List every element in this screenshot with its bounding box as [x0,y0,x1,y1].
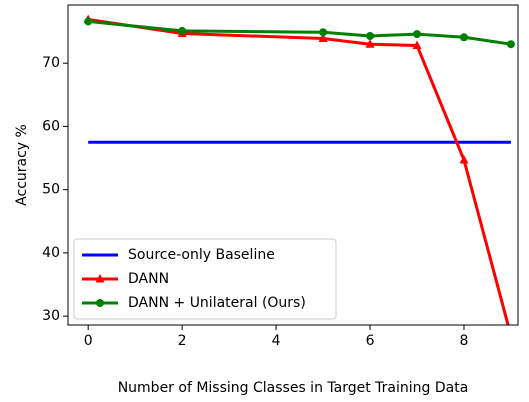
marker [365,39,375,48]
y-tick-label: 40 [42,245,60,261]
marker [413,30,422,39]
y-axis-label: Accuracy % [14,124,30,206]
legend-label: DANN [128,271,169,287]
marker [84,17,93,26]
marker [412,40,422,49]
x-tick-label: 8 [460,333,469,349]
marker [459,154,469,164]
marker [459,33,468,42]
marker [318,33,328,43]
marker [178,26,187,35]
x-tick-label: 4 [272,333,281,349]
x-axis-label: Number of Missing Classes in Target Trai… [118,380,469,396]
plot [83,14,515,340]
line [88,19,512,46]
legend-box [73,238,337,320]
x-tick-label: 6 [366,333,375,349]
marker [506,40,515,49]
y-tick-label: 70 [42,55,60,71]
marker [506,331,515,340]
y-tick-label: 50 [42,182,60,198]
marker [95,274,105,283]
y-tick-label: 60 [42,118,60,134]
y-tick-label: 30 [42,308,60,324]
legend-label: DANN + Unilateral (Ours) [128,295,306,311]
marker [319,28,328,37]
marker [96,299,104,307]
frame [67,4,519,326]
x-tick-label: 0 [84,333,93,349]
marker [366,31,375,40]
x-tick-label: 2 [178,333,187,349]
legend-label: Source-only Baseline [128,247,275,263]
